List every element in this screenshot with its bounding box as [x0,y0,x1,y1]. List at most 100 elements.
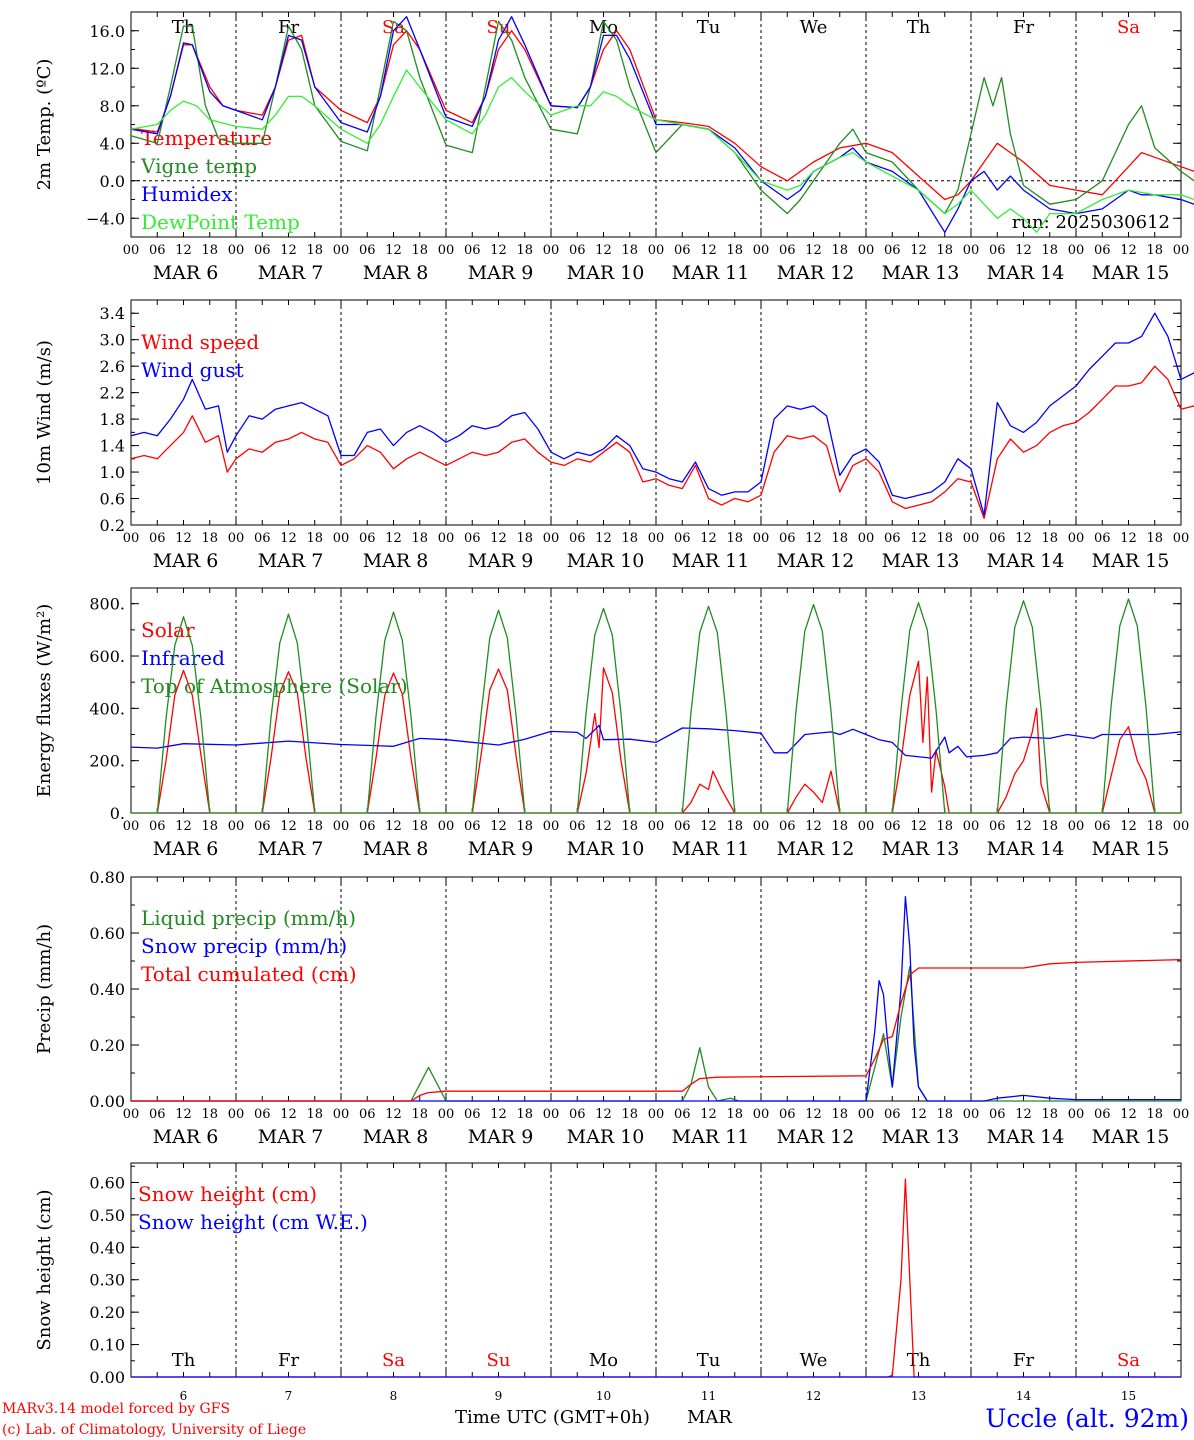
hour-tick-label: 00 [228,1107,245,1122]
series-line-red [131,660,1181,814]
hour-tick-label: 18 [621,1107,638,1122]
hour-tick-label: 12 [280,819,297,834]
series-line-blue [130,16,1194,233]
y-tick-label: 3.0 [100,331,125,350]
weekday-label: Th [907,17,931,38]
y-tick-label: 2.2 [100,384,125,403]
hour-tick-label: 00 [333,243,350,258]
day-number-label: 12 [806,1389,821,1403]
legend-entry: Temperature [141,126,272,150]
date-label: MAR 6 [153,838,219,860]
y-tick-label: 0.60 [89,924,125,943]
hour-tick-label: 00 [438,531,455,546]
hour-tick-label: 12 [490,531,507,546]
date-label: MAR 14 [987,550,1065,572]
hour-tick-label: 12 [1120,531,1137,546]
hour-tick-label: 00 [123,1107,140,1122]
hour-tick-label: 18 [516,819,533,834]
day-number-label: 7 [285,1389,293,1403]
weekday-label: We [800,17,828,38]
legend-entry: Vigne temp [140,154,257,178]
hour-tick-label: 12 [1015,531,1032,546]
hour-tick-label: 18 [516,1107,533,1122]
date-label: MAR 12 [777,262,855,284]
weekday-label: Fr [1013,17,1034,38]
hour-tick-label: 18 [411,243,428,258]
date-label: MAR 15 [1092,550,1170,572]
y-tick-label: 1.0 [100,463,125,482]
date-label: MAR 11 [672,262,750,284]
hour-tick-label: 06 [569,531,586,546]
panel-5: 0.60 0.50 0.40 0.30 0.20 0.10 0.00 Snow height … [34,1162,1182,1403]
hour-tick-label: 12 [1015,1107,1032,1122]
y-tick-label: 0.20 [89,1303,125,1322]
hour-tick-label: 00 [858,243,875,258]
y-tick-label: 0.30 [89,1271,125,1290]
hour-tick-label: 18 [831,243,848,258]
y-tick-label: 0.10 [89,1336,125,1355]
hour-tick-label: 06 [779,531,796,546]
hour-tick-label: 12 [805,819,822,834]
hour-tick-label: 12 [175,819,192,834]
hour-tick-label: 06 [359,243,376,258]
hour-tick-label: 06 [569,243,586,258]
series-line-red [130,365,1194,520]
hour-tick-label: 06 [884,531,901,546]
hour-tick-label: 06 [464,1107,481,1122]
weekday-label: Sa [1117,17,1140,38]
date-label: MAR 13 [882,262,960,284]
legend-entry: Solar [141,618,195,642]
hour-tick-label: 06 [989,1107,1006,1122]
date-label: MAR 9 [468,262,534,284]
hour-tick-label: 00 [1173,531,1190,546]
hour-tick-label: 00 [123,531,140,546]
hour-tick-label: 00 [333,1107,350,1122]
hour-tick-label: 18 [411,819,428,834]
hour-tick-label: 00 [543,243,560,258]
hour-tick-label: 18 [726,531,743,546]
hour-tick-label: 06 [674,243,691,258]
day-number-label: 10 [596,1389,611,1403]
station-label: Uccle (alt. 92m) [985,1404,1189,1433]
hour-tick-label: 06 [1094,1107,1111,1122]
hour-tick-label: 18 [306,243,323,258]
y-axis-title: Precip (mm/h) [34,924,55,1054]
hour-tick-label: 12 [805,243,822,258]
date-label: MAR 7 [258,1126,324,1148]
hour-tick-label: 18 [516,243,533,258]
hour-tick-label: 12 [280,1107,297,1122]
date-label: MAR 15 [1092,838,1170,860]
series-line-red [131,958,1182,1102]
hour-tick-label: 06 [989,819,1006,834]
hour-tick-label: 00 [543,531,560,546]
hour-tick-label: 00 [753,531,770,546]
date-label: MAR 12 [777,550,855,572]
y-tick-label: 16.0 [89,22,125,41]
hour-tick-label: 06 [1094,819,1111,834]
date-label: MAR 15 [1092,262,1170,284]
hour-tick-label: 12 [1120,1107,1137,1122]
hour-tick-label: 18 [1041,531,1058,546]
hour-tick-label: 18 [201,531,218,546]
hour-tick-label: 12 [805,1107,822,1122]
y-tick-label: 0.6 [100,490,125,509]
hour-tick-label: 12 [700,531,717,546]
hour-tick-label: 12 [1015,243,1032,258]
hour-tick-label: 12 [595,531,612,546]
hour-tick-label: 00 [438,1107,455,1122]
hour-tick-label: 06 [779,1107,796,1122]
hour-tick-label: 18 [1041,1107,1058,1122]
hour-tick-label: 18 [621,531,638,546]
y-tick-label: 0.40 [89,980,125,999]
y-tick-label: 0.60 [89,1173,125,1192]
weekday-label-bottom: Sa [1117,1350,1140,1371]
y-tick-label: 800. [89,595,125,614]
hour-tick-label: 06 [569,819,586,834]
hour-tick-label: 18 [831,819,848,834]
hour-tick-label: 18 [1146,1107,1163,1122]
hour-tick-label: 12 [910,1107,927,1122]
hour-tick-label: 06 [149,1107,166,1122]
hour-tick-label: 18 [1146,531,1163,546]
date-label: MAR 13 [882,838,960,860]
hour-tick-label: 18 [201,243,218,258]
